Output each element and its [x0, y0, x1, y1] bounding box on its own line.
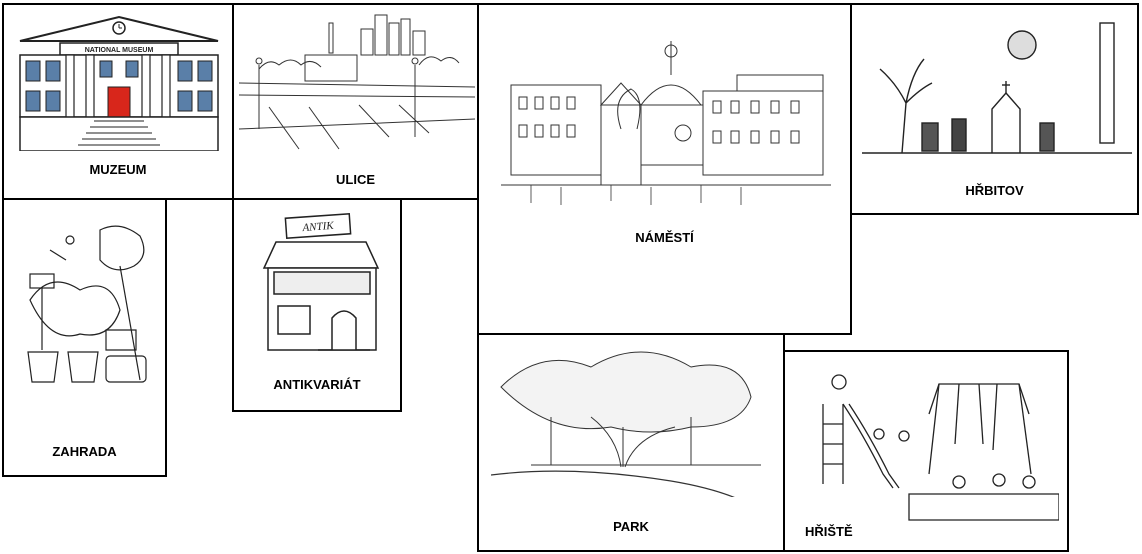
museum-illustration: NATIONAL MUSEUM [19, 15, 219, 151]
card-label: ZAHRADA [52, 444, 117, 459]
museum-sign: NATIONAL MUSEUM [85, 47, 154, 54]
card-label: ULICE [336, 172, 375, 187]
card-zahrada: ZAHRADA [2, 198, 167, 477]
card-label: HŘIŠTĚ [805, 524, 853, 539]
card-hriste: HŘIŠTĚ [783, 350, 1069, 552]
shop-sign: ANTIK [301, 220, 335, 234]
street-illustration [239, 14, 475, 150]
card-label: PARK [613, 519, 649, 534]
card-label: MUZEUM [89, 162, 147, 177]
museum-door [107, 86, 131, 118]
card-park: PARK [477, 333, 785, 552]
card-label: NÁMĚSTÍ [635, 230, 694, 245]
playground-illustration [822, 374, 1059, 521]
park-illustration [491, 351, 761, 497]
card-antikvariat: ANTIK ANTIKVARIÁT [232, 198, 402, 412]
garden-illustration [27, 225, 147, 383]
card-ulice: ULICE [232, 3, 479, 200]
card-hrbitov: HŘBITOV [850, 3, 1139, 215]
card-muzeum: NATIONAL MUSEUM MUZEUM [2, 3, 234, 200]
card-label: ANTIKVARIÁT [273, 377, 361, 392]
cemetery-illustration [862, 22, 1132, 154]
card-namesti: NÁMĚSTÍ [477, 3, 852, 335]
card-label: HŘBITOV [965, 183, 1024, 198]
square-illustration [501, 41, 831, 205]
antique-shop-illustration: ANTIK [262, 212, 380, 351]
